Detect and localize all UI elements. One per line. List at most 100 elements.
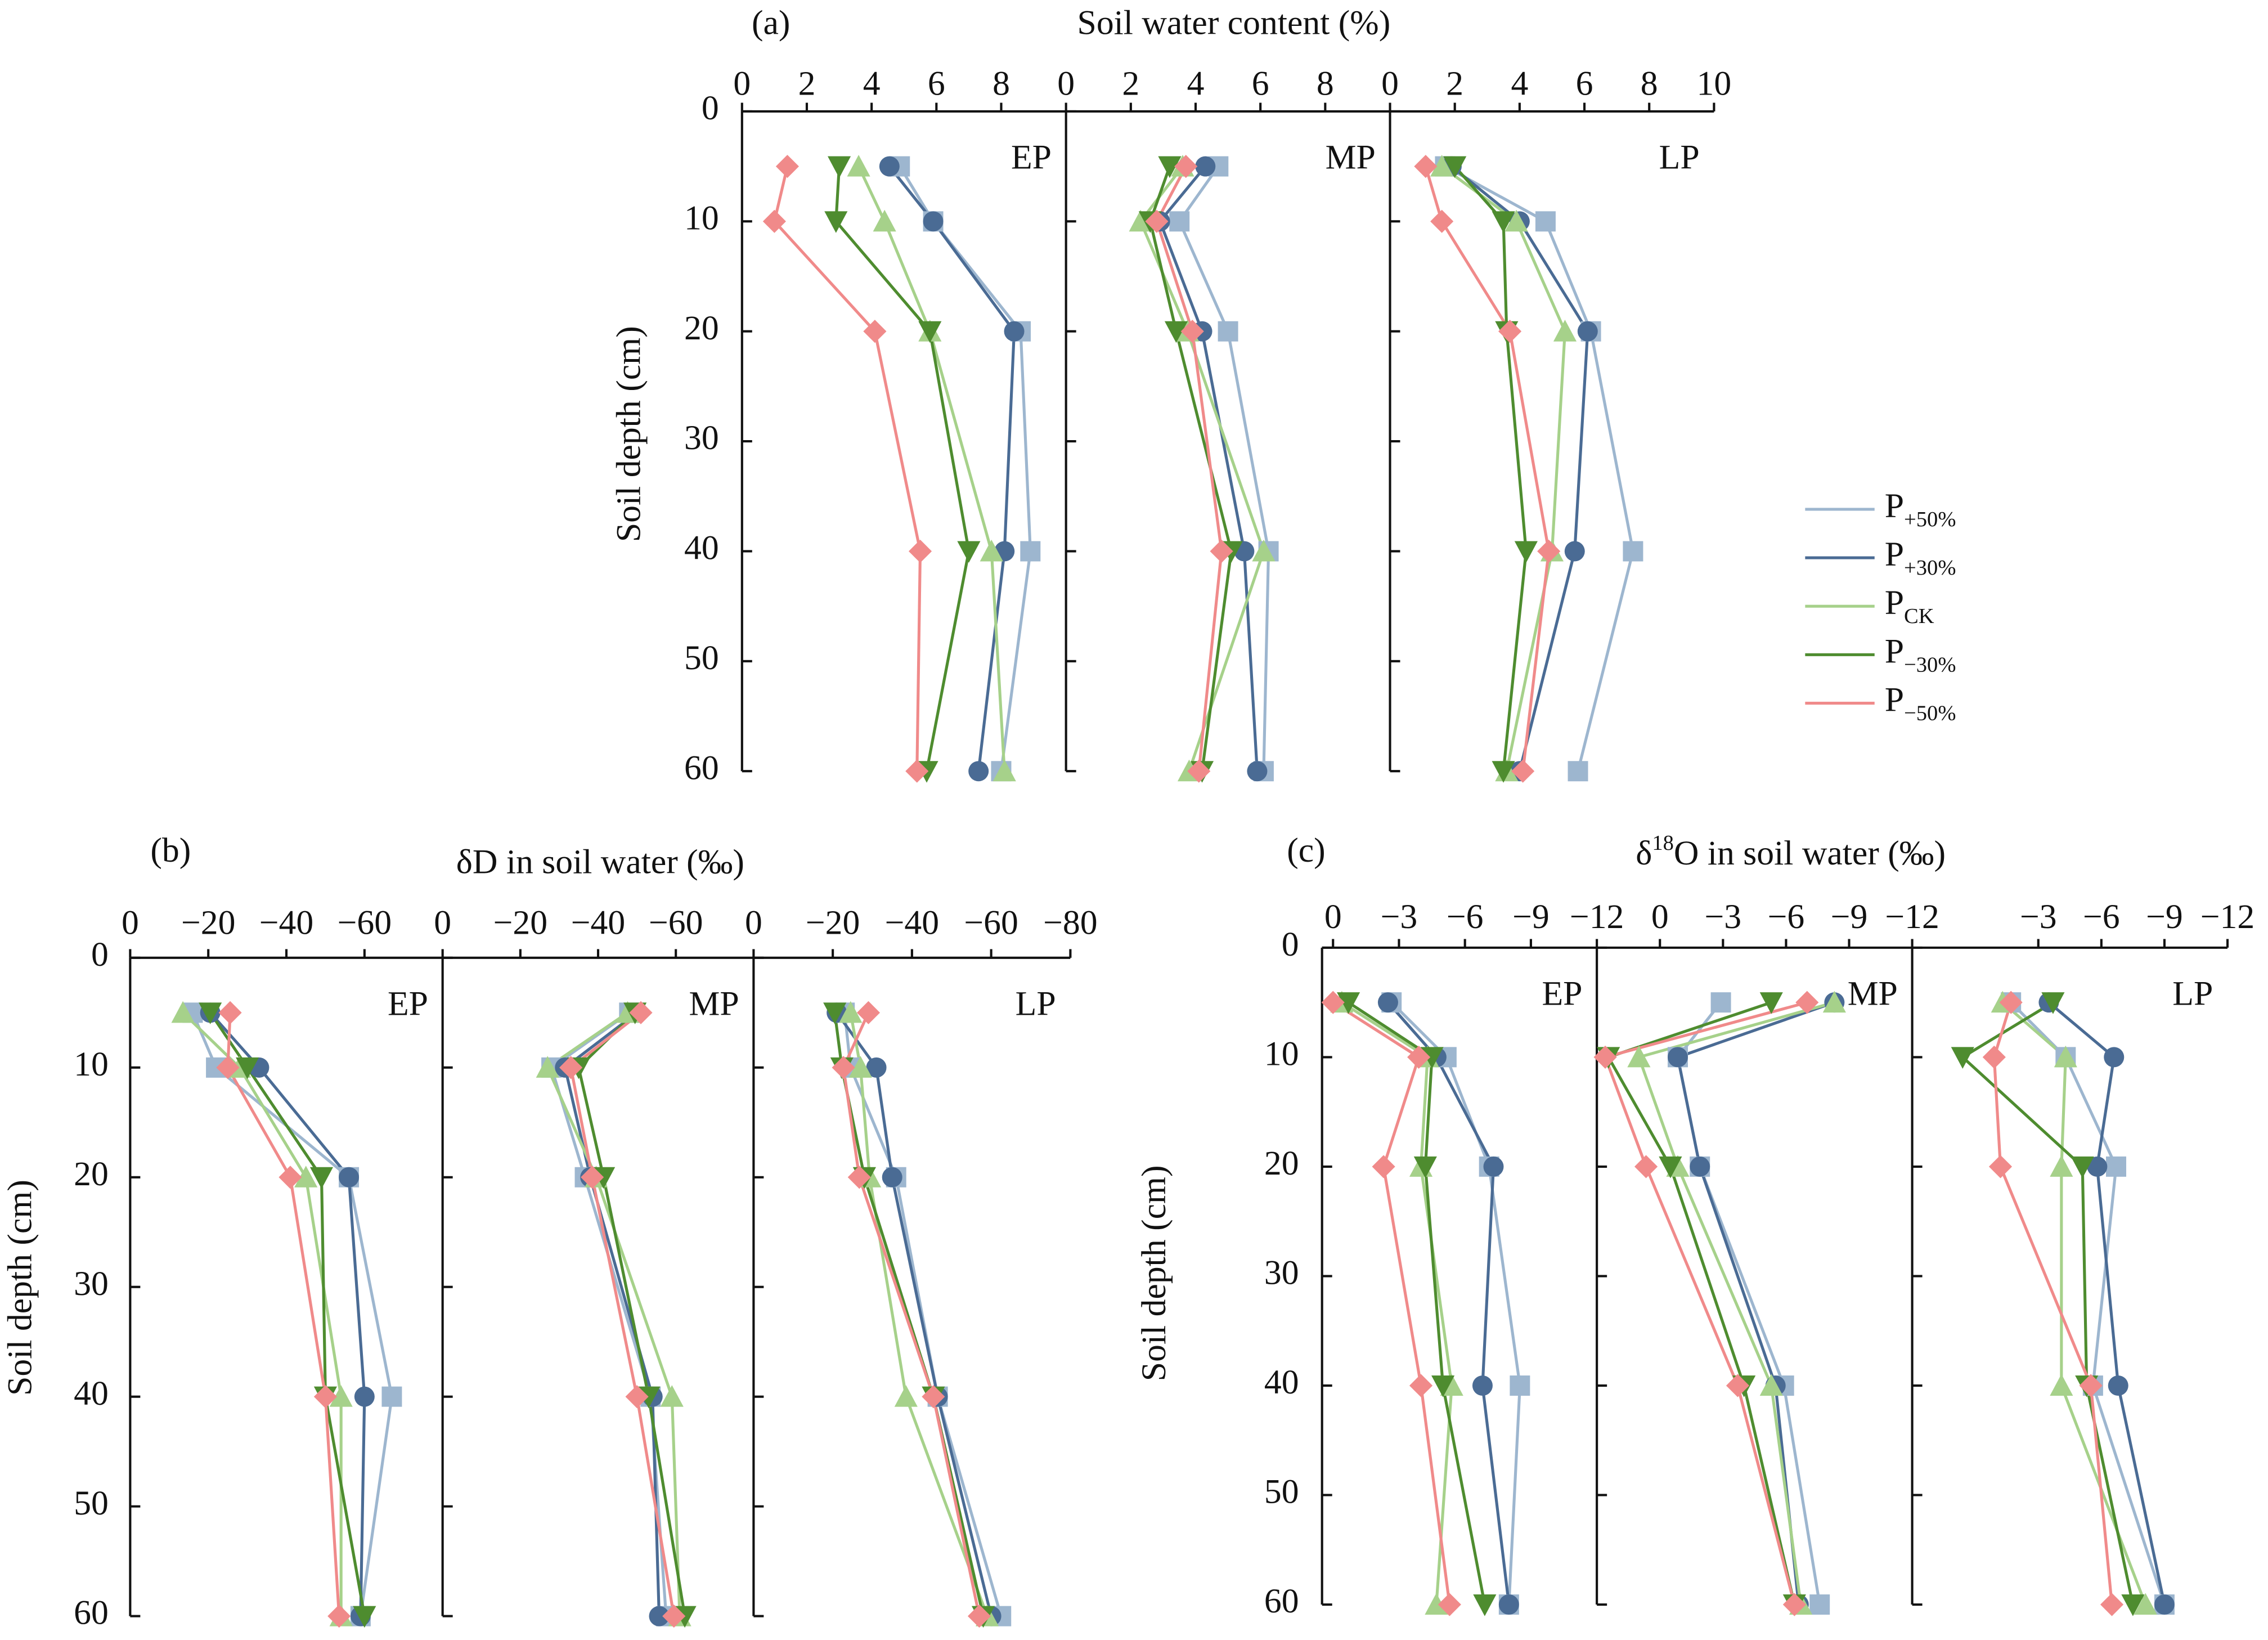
series-line	[2010, 1001, 2166, 1605]
marker	[2134, 1593, 2157, 1615]
series-line	[182, 1011, 343, 1616]
series-line	[1606, 1001, 1796, 1605]
marker	[1795, 991, 1819, 1014]
y-tick-label: 60	[74, 1594, 109, 1632]
series-line	[836, 1011, 993, 1617]
marker	[957, 541, 981, 563]
x-tick-label: −20	[806, 903, 860, 942]
marker	[908, 539, 932, 563]
y-tick-label: 10	[74, 1045, 109, 1083]
marker	[1443, 156, 1467, 178]
marker	[1593, 1045, 1617, 1069]
x-tick-label: −40	[259, 903, 313, 942]
marker	[2050, 1155, 2073, 1177]
marker	[1252, 539, 1276, 562]
panel-label: MP	[689, 984, 739, 1023]
marker	[294, 1166, 318, 1188]
panel-tag: (a)	[752, 3, 790, 42]
marker	[1668, 1047, 1688, 1068]
x-tick-label: 8	[992, 64, 1010, 102]
chart-title: Soil water content (%)	[1077, 3, 1391, 42]
marker	[353, 1606, 376, 1628]
marker	[1492, 211, 1515, 233]
marker	[1414, 155, 1438, 178]
marker	[967, 1605, 991, 1628]
x-tick-label: 0	[434, 903, 451, 942]
x-tick-label: −3	[2020, 898, 2057, 936]
marker	[2121, 1594, 2145, 1616]
panel-label: MP	[1326, 138, 1376, 177]
chart-title: δD in soil water (‰)	[456, 843, 744, 881]
marker	[1553, 320, 1577, 342]
marker	[1782, 1593, 1806, 1616]
marker	[823, 1002, 847, 1024]
marker	[824, 211, 848, 233]
marker	[905, 759, 929, 783]
marker	[1372, 1155, 1395, 1179]
x-tick-label: −12	[1885, 898, 1939, 936]
marker	[1809, 1594, 1830, 1615]
marker	[839, 1001, 863, 1023]
marker	[1726, 1374, 1750, 1397]
series-line	[2047, 1001, 2166, 1605]
y-tick-label: 40	[684, 529, 719, 567]
marker	[1535, 211, 1556, 232]
marker	[968, 761, 989, 782]
legend-label: PCK	[1885, 584, 1934, 628]
series-line	[1155, 165, 1223, 772]
marker	[339, 1167, 360, 1188]
marker	[923, 211, 944, 232]
marker	[1759, 992, 1783, 1014]
x-tick-label: 0	[1324, 898, 1342, 936]
marker	[1420, 1047, 1444, 1069]
y-tick-label: 30	[74, 1265, 109, 1303]
marker	[882, 1167, 902, 1188]
marker	[1510, 1375, 1530, 1396]
marker	[873, 209, 896, 232]
legend-label: P−50%	[1885, 681, 1956, 725]
panel-label: LP	[2172, 974, 2213, 1012]
marker	[1195, 156, 1216, 177]
marker	[1483, 1156, 1504, 1177]
x-tick-label: 6	[1576, 64, 1593, 102]
marker	[832, 1056, 855, 1079]
x-tick-label: −60	[964, 903, 1018, 942]
marker	[1822, 991, 1846, 1013]
x-tick-label: 0	[1381, 64, 1399, 102]
marker	[660, 1385, 684, 1407]
marker	[2050, 1374, 2073, 1396]
marker	[2100, 1593, 2124, 1616]
legend-label: P−30%	[1885, 632, 1956, 676]
marker	[1759, 1374, 1783, 1396]
marker	[1511, 759, 1535, 783]
legend-label: P+50%	[1885, 487, 1956, 531]
marker	[1321, 991, 1345, 1014]
x-tick-label: 8	[1641, 64, 1658, 102]
series-line	[1348, 1001, 1486, 1605]
marker	[1710, 992, 1731, 1013]
marker	[199, 1002, 222, 1024]
x-tick-label: 0	[122, 903, 139, 942]
x-tick-label: −20	[493, 903, 547, 942]
marker	[1210, 539, 1233, 563]
y-tick-label: 10	[684, 199, 719, 237]
marker	[216, 1056, 240, 1079]
x-tick-label: −3	[1705, 898, 1742, 936]
x-tick-label: 10	[1697, 64, 1732, 102]
y-tick-label: 0	[1282, 925, 1299, 964]
marker	[1407, 1045, 1431, 1069]
x-tick-label: −60	[338, 903, 392, 942]
marker	[2154, 1594, 2175, 1615]
series-line	[888, 165, 1016, 772]
y-tick-label: 50	[684, 639, 719, 677]
marker	[1951, 1047, 1974, 1069]
marker	[2108, 1375, 2128, 1396]
y-tick-label: 30	[684, 419, 719, 457]
marker	[1564, 541, 1585, 562]
y-tick-label: 60	[684, 749, 719, 787]
x-tick-label: −9	[1831, 898, 1868, 936]
marker	[625, 1385, 649, 1409]
marker	[762, 209, 786, 233]
marker	[536, 1056, 559, 1078]
